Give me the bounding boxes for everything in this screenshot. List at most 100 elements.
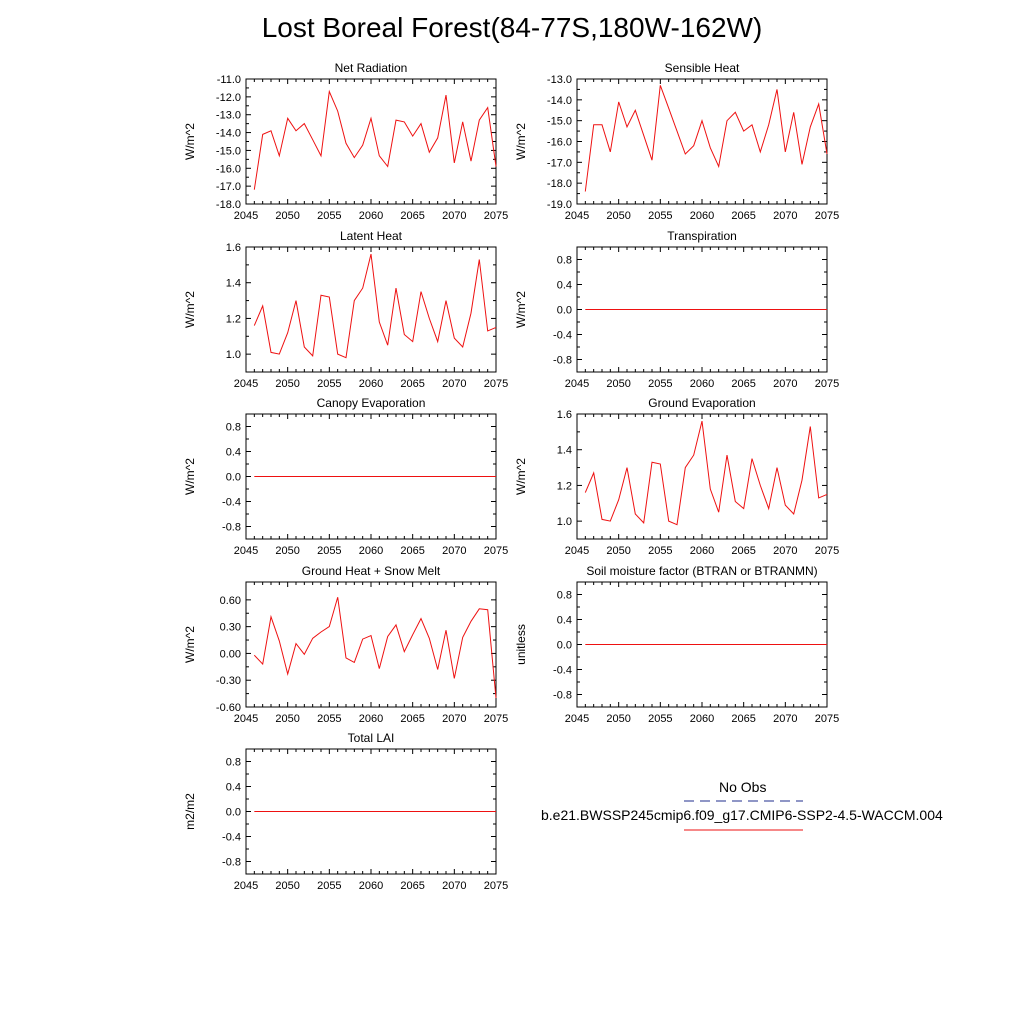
y-axis-label: W/m^2: [514, 291, 528, 328]
x-tick-label: 2075: [484, 210, 508, 222]
series-line: [584, 420, 828, 526]
figure-title: Lost Boreal Forest(84-77S,180W-162W): [261, 12, 763, 43]
y-tick-label: -0.60: [216, 702, 241, 714]
x-tick-label: 2060: [690, 545, 714, 557]
panel-sensible-heat: Sensible Heat W/m^2 2045 2050 2055 2060 2065 20…: [514, 61, 839, 222]
y-tick-label: 1.0: [557, 516, 572, 528]
x-tick-label: 2070: [773, 545, 797, 557]
x-tick-label: 2065: [400, 378, 424, 390]
x-tick-label: 2065: [400, 880, 424, 892]
panel-title: Soil moisture factor (BTRAN or BTRANMN): [586, 564, 817, 578]
x-tick-label: 2050: [606, 713, 630, 725]
panel-soil-moisture-factor-btran-or-btranmn: Soil moisture factor (BTRAN or BTRANMN) u…: [514, 564, 839, 725]
x-tick-label: 2055: [317, 880, 341, 892]
y-tick-label: 0.30: [220, 622, 241, 634]
y-tick-label: -15.0: [216, 145, 241, 157]
series-line: [253, 597, 497, 699]
y-tick-label: -18.0: [216, 199, 241, 211]
y-tick-label: 1.6: [557, 409, 572, 421]
panel-title: Total LAI: [348, 731, 395, 745]
x-tick-label: 2045: [565, 713, 589, 725]
x-tick-label: 2055: [648, 210, 672, 222]
y-axis-label: W/m^2: [183, 626, 197, 663]
x-tick-label: 2045: [234, 210, 258, 222]
panel-title: Transpiration: [667, 229, 737, 243]
x-tick-label: 2070: [442, 378, 466, 390]
y-tick-label: -12.0: [216, 92, 241, 104]
series-line: [253, 89, 497, 190]
y-tick-label: -13.0: [216, 110, 241, 122]
x-tick-label: 2050: [275, 713, 299, 725]
series-line: [253, 253, 497, 359]
y-tick-label: 0.0: [557, 640, 572, 652]
y-axis-label: W/m^2: [183, 123, 197, 160]
y-axis-label: W/m^2: [514, 458, 528, 495]
y-tick-label: -15.0: [547, 116, 572, 128]
x-tick-label: 2065: [731, 713, 755, 725]
x-tick-label: 2045: [234, 378, 258, 390]
y-axis-label: m2/m2: [183, 793, 197, 830]
y-tick-label: 1.6: [226, 242, 241, 254]
panel-ground-heat-snow-melt: Ground Heat + Snow Melt W/m^2 2045 2050 2055…: [183, 564, 508, 725]
y-tick-label: -0.4: [553, 330, 572, 342]
panel-transpiration: Transpiration W/m^2 2045 2050 2055 2060 2065 20…: [514, 229, 839, 390]
y-tick-label: -17.0: [216, 181, 241, 193]
legend-model-label: b.e21.BWSSP245cmip6.f09_g17.CMIP6-SSP2-4…: [541, 807, 943, 823]
y-tick-label: -0.8: [222, 522, 241, 534]
y-tick-label: -0.8: [553, 355, 572, 367]
x-tick-label: 2070: [773, 210, 797, 222]
y-tick-label: 0.8: [226, 757, 241, 769]
y-tick-label: -18.0: [547, 178, 572, 190]
x-tick-label: 2065: [731, 545, 755, 557]
y-tick-label: 0.00: [220, 648, 241, 660]
x-tick-label: 2050: [606, 545, 630, 557]
y-axis-label: W/m^2: [183, 291, 197, 328]
panel-title: Latent Heat: [340, 229, 403, 243]
x-tick-label: 2070: [773, 378, 797, 390]
legend-obs-label: No Obs: [719, 779, 767, 795]
panel-title: Ground Evaporation: [648, 396, 755, 410]
x-tick-label: 2070: [773, 713, 797, 725]
x-tick-label: 2070: [442, 210, 466, 222]
y-tick-label: -0.4: [553, 665, 572, 677]
y-tick-label: -16.0: [216, 163, 241, 175]
x-tick-label: 2050: [275, 880, 299, 892]
x-tick-label: 2060: [359, 545, 383, 557]
x-tick-label: 2050: [275, 545, 299, 557]
y-tick-label: 0.0: [226, 807, 241, 819]
y-tick-label: -11.0: [217, 74, 241, 86]
y-tick-label: 0.8: [226, 422, 241, 434]
y-tick-label: 0.4: [226, 447, 241, 459]
x-tick-label: 2050: [275, 378, 299, 390]
panel-canopy-evaporation: Canopy Evaporation W/m^2 2045 2050 2055 2060 2…: [183, 396, 508, 557]
panel-title: Canopy Evaporation: [317, 396, 426, 410]
y-tick-label: 0.0: [226, 472, 241, 484]
panel-latent-heat: Latent Heat W/m^2 2045 2050 2055 2060 2065 2070…: [183, 229, 508, 390]
x-tick-label: 2065: [400, 713, 424, 725]
y-tick-label: 0.0: [557, 305, 572, 317]
x-tick-label: 2070: [442, 545, 466, 557]
x-tick-label: 2055: [648, 713, 672, 725]
x-tick-label: 2055: [317, 713, 341, 725]
y-tick-label: 1.4: [226, 278, 241, 290]
y-tick-label: 0.4: [557, 280, 572, 292]
plot-frame: [245, 246, 497, 373]
y-tick-label: -0.30: [216, 675, 241, 687]
x-tick-label: 2045: [565, 545, 589, 557]
y-tick-label: -13.0: [547, 74, 572, 86]
x-tick-label: 2060: [690, 378, 714, 390]
y-axis-label: W/m^2: [183, 458, 197, 495]
y-tick-label: -0.4: [222, 832, 241, 844]
y-tick-label: 0.4: [226, 782, 241, 794]
x-tick-label: 2075: [484, 545, 508, 557]
y-axis-label: W/m^2: [514, 123, 528, 160]
x-tick-label: 2070: [442, 713, 466, 725]
y-tick-label: -16.0: [547, 137, 572, 149]
y-tick-label: -14.0: [547, 95, 572, 107]
y-tick-label: 1.4: [557, 445, 572, 457]
x-tick-label: 2055: [317, 210, 341, 222]
y-tick-label: 0.60: [220, 595, 241, 607]
y-tick-label: 0.8: [557, 255, 572, 267]
x-tick-label: 2065: [731, 210, 755, 222]
plot-frame: [576, 413, 828, 540]
